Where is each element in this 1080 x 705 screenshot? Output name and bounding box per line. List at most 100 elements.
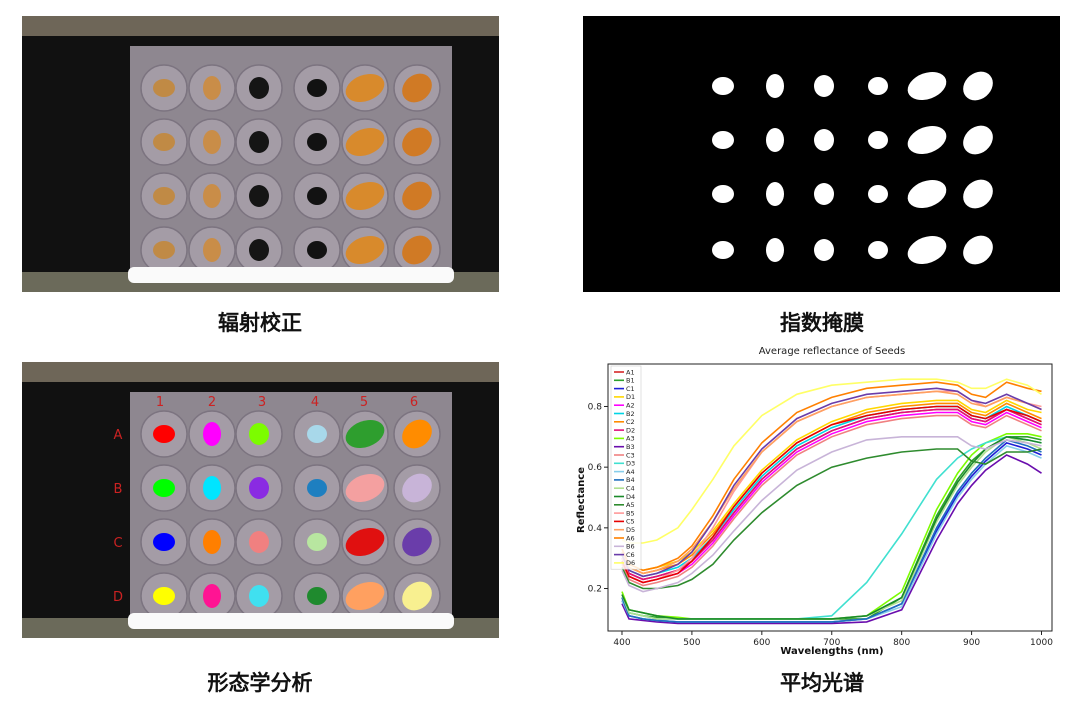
caption-morphology: 形态学分析 bbox=[207, 671, 313, 695]
labeled-seed-C5 bbox=[345, 527, 385, 557]
labeled-seed-C1 bbox=[153, 533, 175, 551]
legend-label-D6: D6 bbox=[626, 559, 635, 567]
y-tick-label: 0.8 bbox=[588, 402, 603, 412]
labeled-seed-B2 bbox=[203, 476, 221, 500]
mask-blob bbox=[907, 125, 947, 155]
radiometric-panel bbox=[22, 16, 499, 292]
plot-area bbox=[607, 363, 1053, 632]
seed bbox=[249, 239, 269, 261]
labeled-seed-A6 bbox=[402, 419, 432, 449]
caption-mask: 指数掩膜 bbox=[780, 311, 864, 335]
row-label-B: B bbox=[114, 482, 123, 497]
legend-label-A6: A6 bbox=[626, 534, 635, 542]
series-line-D5 bbox=[621, 390, 1042, 575]
seed bbox=[307, 187, 327, 205]
caption-spectrum: 平均光谱 bbox=[780, 671, 864, 695]
legend-label-B2: B2 bbox=[626, 410, 635, 418]
mask-blob bbox=[868, 77, 888, 95]
seed bbox=[345, 235, 385, 265]
series-line-D4 bbox=[621, 435, 1042, 620]
legend-label-C3: C3 bbox=[626, 451, 635, 459]
seed bbox=[153, 79, 175, 97]
x-tick-label: 900 bbox=[963, 638, 980, 648]
legend-label-D2: D2 bbox=[626, 426, 635, 434]
legend-label-A2: A2 bbox=[626, 402, 635, 410]
mask-blob bbox=[814, 239, 834, 261]
x-tick-label: 700 bbox=[823, 638, 840, 648]
seed bbox=[203, 184, 221, 208]
mask-blob bbox=[814, 75, 834, 97]
seed bbox=[402, 235, 432, 265]
mask-blob bbox=[868, 241, 888, 259]
spectrum-panel: Average reflectance of Seeds Wavelengths… bbox=[572, 340, 1060, 660]
mask-blob bbox=[766, 238, 784, 262]
mask-blob bbox=[766, 182, 784, 206]
row-label-D: D bbox=[113, 590, 123, 605]
seed bbox=[307, 79, 327, 97]
mask-blob bbox=[814, 129, 834, 151]
mask-blob bbox=[766, 128, 784, 152]
mask-blob bbox=[868, 131, 888, 149]
x-tick-label: 500 bbox=[683, 638, 700, 648]
seed bbox=[249, 185, 269, 207]
seed bbox=[249, 131, 269, 153]
mask-blob bbox=[907, 71, 947, 101]
seed bbox=[402, 127, 432, 157]
series-line-C3 bbox=[621, 414, 1042, 587]
legend-label-B3: B3 bbox=[626, 443, 635, 451]
labeled-seed-C2 bbox=[203, 530, 221, 554]
photo-top-strip bbox=[22, 362, 499, 382]
legend-label-A1: A1 bbox=[626, 368, 635, 376]
seed bbox=[153, 241, 175, 259]
column-label-5: 5 bbox=[360, 395, 368, 410]
mask-blob bbox=[712, 185, 734, 203]
legend-label-C2: C2 bbox=[626, 418, 635, 426]
x-tick-label: 1000 bbox=[1030, 638, 1053, 648]
seed bbox=[345, 73, 385, 103]
y-axis-label: Reflectance bbox=[576, 467, 587, 533]
legend-label-D4: D4 bbox=[626, 493, 635, 501]
seed bbox=[249, 77, 269, 99]
series-line-A6 bbox=[621, 381, 1042, 572]
y-tick-label: 0.2 bbox=[588, 585, 602, 595]
seed bbox=[153, 187, 175, 205]
seed bbox=[203, 238, 221, 262]
labeled-seed-B4 bbox=[307, 479, 327, 497]
radiometric-image bbox=[22, 16, 499, 292]
row-label-A: A bbox=[114, 428, 123, 443]
seed bbox=[345, 181, 385, 211]
seed bbox=[402, 73, 432, 103]
mask-blob bbox=[907, 235, 947, 265]
mask-blob bbox=[963, 235, 993, 265]
mask-blob bbox=[963, 71, 993, 101]
mask-panel bbox=[583, 16, 1060, 292]
seed bbox=[203, 76, 221, 100]
labeled-seed-A3 bbox=[249, 423, 269, 445]
labeled-seed-D5 bbox=[345, 581, 385, 611]
mask-blob bbox=[766, 74, 784, 98]
series-line-D2 bbox=[621, 408, 1042, 581]
legend-label-D1: D1 bbox=[626, 393, 635, 401]
labeled-seed-D4 bbox=[307, 587, 327, 605]
labeled-seed-A1 bbox=[153, 425, 175, 443]
legend-label-B1: B1 bbox=[626, 377, 635, 385]
labeled-seed-A5 bbox=[345, 419, 385, 449]
morphology-panel: 1 2 3 4 5 6 A B C D bbox=[22, 362, 499, 638]
calibration-white-bar bbox=[128, 267, 454, 283]
labeled-seed-A4 bbox=[307, 425, 327, 443]
seed bbox=[402, 181, 432, 211]
series-line-B6 bbox=[621, 436, 1042, 593]
seed bbox=[153, 133, 175, 151]
legend-label-C1: C1 bbox=[626, 385, 635, 393]
mask-blob bbox=[712, 241, 734, 259]
seed bbox=[307, 241, 327, 259]
labeled-seed-B3 bbox=[249, 477, 269, 499]
reflectance-chart: Average reflectance of Seeds Wavelengths… bbox=[576, 346, 1053, 657]
legend-label-D5: D5 bbox=[626, 526, 635, 534]
column-label-3: 3 bbox=[258, 395, 266, 410]
chart-title: Average reflectance of Seeds bbox=[759, 346, 905, 357]
x-axis-label: Wavelengths (nm) bbox=[780, 646, 883, 657]
labeled-seed-B6 bbox=[402, 473, 432, 503]
labeled-seed-D2 bbox=[203, 584, 221, 608]
seed bbox=[203, 130, 221, 154]
